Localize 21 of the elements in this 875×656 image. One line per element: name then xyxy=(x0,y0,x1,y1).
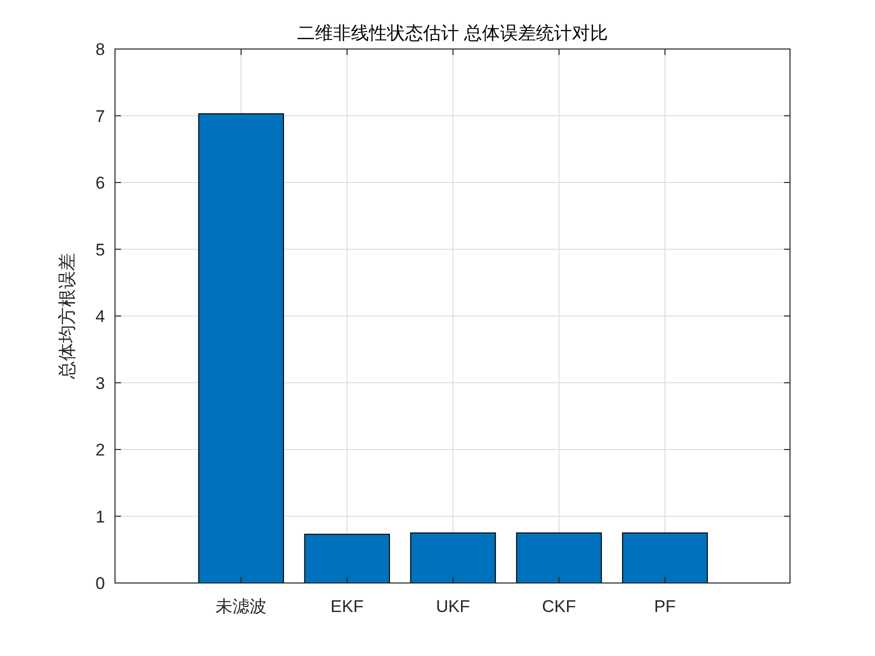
y-tick-label: 5 xyxy=(96,240,105,260)
y-axis-title: 总体均方根误差 xyxy=(57,253,77,380)
x-tick-label: UKF xyxy=(436,597,470,616)
y-tick-label: 0 xyxy=(96,574,105,593)
bar xyxy=(198,113,284,584)
x-tick-label: PF xyxy=(654,597,676,616)
bar xyxy=(622,532,708,584)
y-tick-label: 1 xyxy=(96,507,105,526)
y-tick-label: 4 xyxy=(96,307,105,326)
y-tick-label: 2 xyxy=(96,440,105,460)
bar xyxy=(516,532,602,584)
y-tick-label: 8 xyxy=(96,40,105,59)
x-tick-label: EKF xyxy=(330,597,364,616)
y-tick-label: 6 xyxy=(96,174,105,192)
bar xyxy=(410,532,496,584)
y-tick-label: 7 xyxy=(96,106,105,126)
y-tick-label: 3 xyxy=(96,374,105,393)
x-tick-label: 未滤波 xyxy=(216,597,267,616)
bar xyxy=(304,534,390,584)
chart-title: 二维非线性状态估计 总体误差统计对比 xyxy=(296,23,608,43)
x-tick-label: CKF xyxy=(542,597,576,616)
